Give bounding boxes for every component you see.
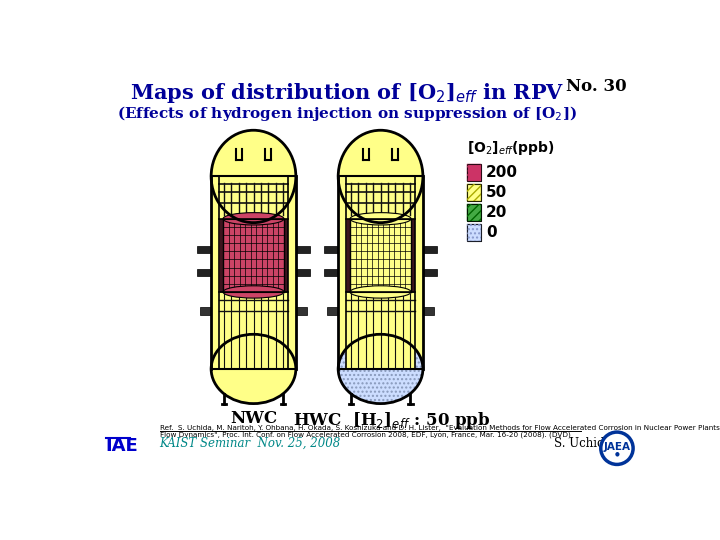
Text: Maps of distribution of [O$_2$]$_{eff}$ in RPV: Maps of distribution of [O$_2$]$_{eff}$ … [130,80,564,105]
Bar [219,177,288,219]
Text: 200: 200 [486,165,518,180]
Bar [324,246,338,253]
Text: ●: ● [615,452,619,457]
Ellipse shape [338,334,423,403]
Bar [346,219,350,292]
Bar [338,177,423,369]
Bar [211,177,296,369]
Bar [296,269,310,276]
Bar [346,177,415,219]
Text: NWC: NWC [230,410,277,427]
Text: 0: 0 [486,225,497,240]
Bar [423,246,437,253]
Bar [467,224,481,241]
Text: (Effects of hydrogen injection on suppression of [O$_2$]): (Effects of hydrogen injection on suppre… [117,104,577,123]
Bar [200,307,211,315]
Bar [467,204,481,221]
Bar [467,224,481,241]
Bar [346,292,415,369]
Text: [O$_2$]$_{eff}$(ppb): [O$_2$]$_{eff}$(ppb) [467,139,554,157]
Bar [219,219,288,292]
Bar [219,219,223,292]
Text: 50: 50 [486,185,508,200]
Ellipse shape [211,130,296,222]
Circle shape [600,432,633,464]
Ellipse shape [223,213,284,225]
Bar [467,184,481,201]
Ellipse shape [211,334,296,403]
Bar [467,164,481,181]
Text: JAEA: JAEA [603,442,631,452]
Bar [284,219,288,292]
Text: Ref.  S. Uchida, M. Naritoh, Y. Ohbana, H. Okada, S. Koshizuka and D. H. Lister,: Ref. S. Uchida, M. Naritoh, Y. Ohbana, H… [160,425,720,431]
Text: KAIST Seminar  Nov. 25, 2008: KAIST Seminar Nov. 25, 2008 [160,437,341,450]
Bar [346,219,415,292]
Bar [350,219,411,292]
Bar [197,269,211,276]
Text: No. 30: No. 30 [566,78,627,95]
Ellipse shape [350,286,411,298]
Ellipse shape [350,213,411,225]
Bar [219,292,288,369]
Text: 20: 20 [486,205,508,220]
Bar [467,164,481,181]
Bar [467,184,481,201]
Bar [197,246,211,253]
Text: HWC  [H$_2$]$_{eff}$ : 50 ppb: HWC [H$_2$]$_{eff}$ : 50 ppb [293,410,491,431]
Bar [223,219,284,292]
Bar [411,219,415,292]
Bar [324,269,338,276]
Bar [328,307,338,315]
Bar [423,269,437,276]
Text: IAE: IAE [106,437,138,455]
Bar [296,246,310,253]
Bar [467,204,481,221]
Text: S. Uchida: S. Uchida [554,437,611,450]
Bar [296,307,307,315]
Bar [423,307,433,315]
Text: Flow Dynamics", Proc. Int. Conf. on Flow Accelerated Corrosion 2008, EDF, Lyon, : Flow Dynamics", Proc. Int. Conf. on Flow… [160,431,570,438]
Ellipse shape [223,286,284,298]
Ellipse shape [338,130,423,222]
